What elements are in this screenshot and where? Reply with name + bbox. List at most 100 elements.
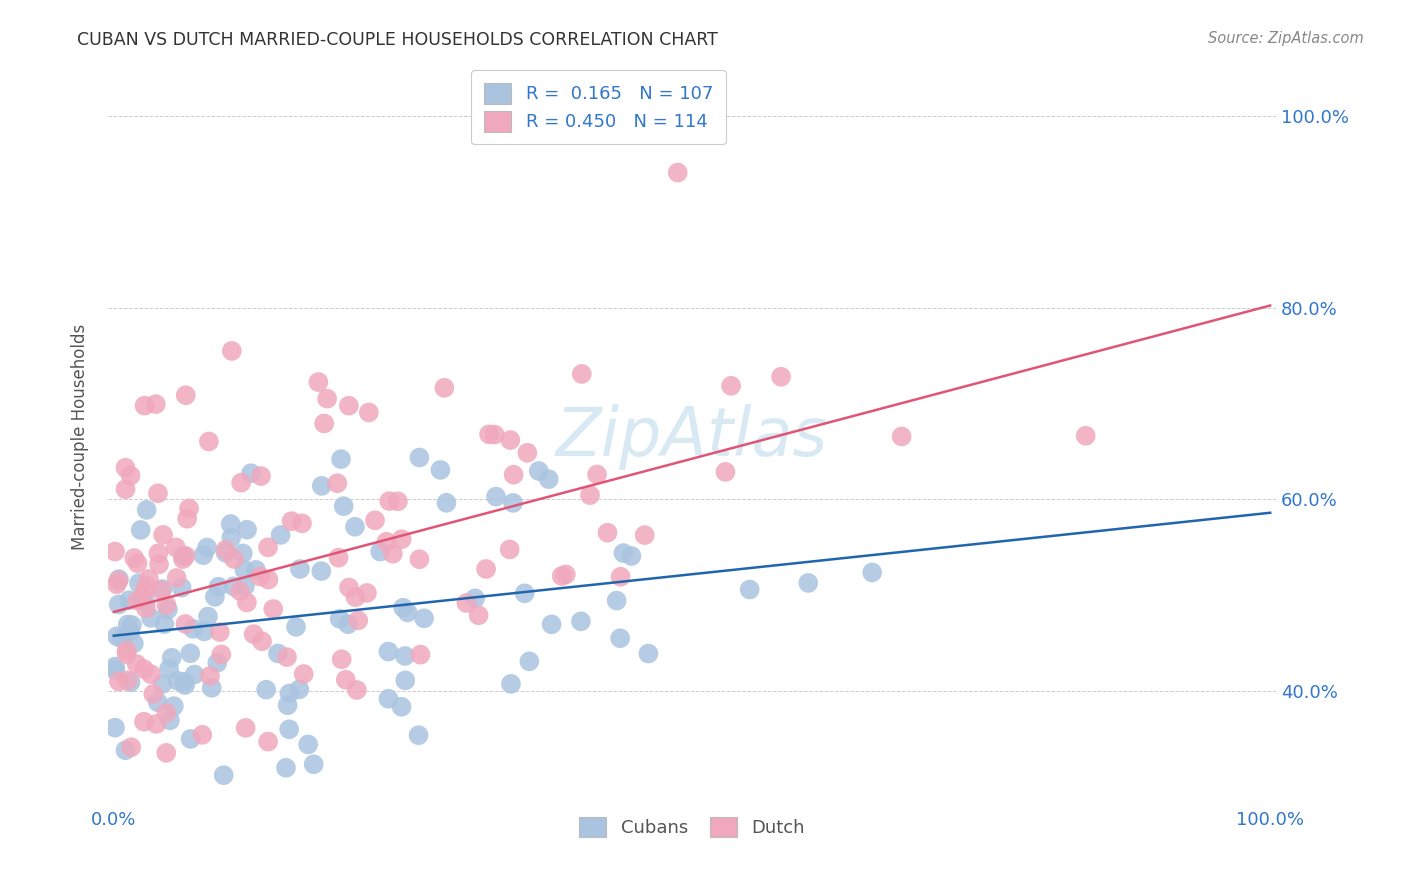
Point	[174, 549, 197, 563]
Point	[408, 450, 430, 465]
Point	[150, 582, 173, 596]
Point	[328, 550, 350, 565]
Point	[221, 531, 243, 545]
Point	[245, 563, 267, 577]
Point	[356, 586, 378, 600]
Point	[118, 593, 141, 607]
Point	[666, 165, 689, 179]
Point	[191, 728, 214, 742]
Point	[375, 534, 398, 549]
Point	[326, 476, 349, 491]
Point	[132, 662, 155, 676]
Point	[172, 549, 194, 563]
Point	[396, 606, 419, 620]
Point	[381, 547, 404, 561]
Point	[174, 388, 197, 402]
Point	[174, 678, 197, 692]
Point	[139, 611, 162, 625]
Point	[586, 467, 609, 482]
Point	[145, 717, 167, 731]
Point	[121, 618, 143, 632]
Point	[115, 643, 138, 657]
Point	[280, 514, 302, 528]
Point	[257, 734, 280, 748]
Point	[110, 632, 132, 646]
Point	[212, 768, 235, 782]
Point	[330, 652, 353, 666]
Point	[377, 644, 399, 658]
Point	[142, 687, 165, 701]
Point	[226, 874, 249, 888]
Point	[153, 617, 176, 632]
Point	[413, 611, 436, 625]
Point	[330, 452, 353, 467]
Point	[288, 562, 311, 576]
Point	[257, 541, 280, 555]
Point	[387, 494, 409, 508]
Point	[150, 583, 173, 598]
Point	[291, 516, 314, 531]
Point	[114, 743, 136, 757]
Point	[204, 590, 226, 604]
Point	[219, 516, 242, 531]
Point	[166, 571, 188, 585]
Point	[267, 647, 290, 661]
Point	[181, 622, 204, 636]
Point	[620, 549, 643, 563]
Point	[193, 548, 215, 562]
Point	[537, 472, 560, 486]
Point	[120, 624, 142, 639]
Point	[307, 375, 329, 389]
Point	[285, 620, 308, 634]
Point	[105, 629, 128, 643]
Text: CUBAN VS DUTCH MARRIED-COUPLE HOUSEHOLDS CORRELATION CHART: CUBAN VS DUTCH MARRIED-COUPLE HOUSEHOLDS…	[77, 31, 718, 49]
Point	[475, 562, 498, 576]
Point	[394, 673, 416, 688]
Point	[250, 634, 273, 648]
Point	[157, 662, 180, 676]
Point	[104, 663, 127, 677]
Point	[235, 721, 257, 735]
Point	[208, 625, 231, 640]
Point	[478, 427, 501, 442]
Point	[297, 738, 319, 752]
Point	[179, 646, 201, 660]
Point	[108, 572, 131, 586]
Point	[115, 648, 138, 662]
Point	[337, 399, 360, 413]
Point	[409, 648, 432, 662]
Point	[378, 494, 401, 508]
Point	[276, 650, 298, 665]
Point	[554, 567, 576, 582]
Point	[198, 434, 221, 449]
Point	[429, 463, 451, 477]
Point	[347, 613, 370, 627]
Point	[242, 627, 264, 641]
Point	[257, 573, 280, 587]
Point	[394, 648, 416, 663]
Point	[612, 546, 634, 560]
Point	[146, 695, 169, 709]
Point	[104, 544, 127, 558]
Point	[103, 832, 125, 847]
Point	[456, 596, 478, 610]
Point	[122, 636, 145, 650]
Point	[222, 579, 245, 593]
Point	[107, 574, 129, 588]
Point	[134, 585, 156, 599]
Point	[240, 467, 263, 481]
Point	[484, 427, 506, 442]
Point	[139, 667, 162, 681]
Point	[609, 570, 631, 584]
Point	[104, 659, 127, 673]
Point	[288, 682, 311, 697]
Point	[155, 598, 177, 612]
Point	[499, 677, 522, 691]
Point	[117, 617, 139, 632]
Point	[502, 496, 524, 510]
Point	[120, 740, 142, 755]
Point	[236, 595, 259, 609]
Point	[329, 612, 352, 626]
Point	[738, 582, 761, 597]
Point	[135, 595, 157, 609]
